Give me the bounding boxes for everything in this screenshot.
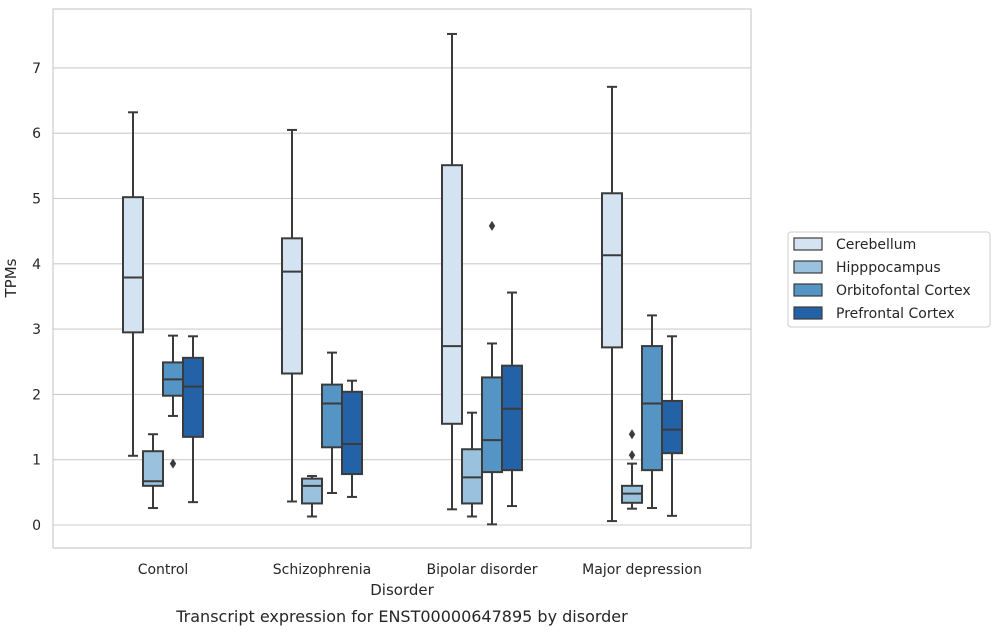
y-tick-label: 0	[32, 518, 41, 534]
y-tick-label: 5	[32, 192, 41, 208]
box-orbitofontal-cortex	[321, 351, 343, 495]
y-tick-label: 2	[32, 387, 41, 403]
outlier-marker	[628, 429, 636, 440]
legend-swatch	[793, 283, 823, 297]
category-group-control	[122, 111, 204, 510]
x-tick-label: Control	[138, 562, 189, 578]
outlier-marker	[169, 458, 177, 469]
x-tick-labels: Control Schizophrenia Bipolar disorder Majo…	[138, 562, 702, 578]
iqr-box	[501, 364, 523, 472]
iqr-box	[661, 399, 683, 455]
outlier-marker	[628, 450, 636, 461]
iqr-box	[281, 237, 303, 375]
iqr-box	[321, 383, 343, 449]
y-tick-label: 1	[32, 453, 41, 469]
box-hipppocampus	[142, 433, 164, 510]
x-tick-label: Schizophrenia	[273, 562, 371, 578]
x-tick-label: Bipolar disorder	[426, 562, 537, 578]
legend-entry-label: Hipppocampus	[836, 260, 941, 276]
category-group-major-depression	[601, 85, 683, 523]
category-group-bipolar-disorder	[441, 32, 523, 526]
y-tick-label: 4	[32, 257, 41, 273]
box-orbitofontal-cortex	[162, 334, 184, 469]
x-axis-label: Disorder	[370, 581, 434, 599]
chart-title: Transcript expression for ENST0000064789…	[175, 607, 628, 626]
legend-entry-label: Prefrontal Cortex	[836, 306, 955, 322]
box-groups	[122, 32, 683, 526]
y-axis-label: TPMs	[2, 258, 20, 298]
legend-swatch	[793, 306, 823, 320]
box-cerebellum	[441, 32, 463, 511]
x-tick-label: Major depression	[582, 562, 702, 578]
box-orbitofontal-cortex	[641, 314, 663, 510]
legend-swatch	[793, 260, 823, 274]
iqr-box	[341, 390, 363, 476]
box-hipppocampus	[301, 475, 323, 518]
legend-entry-label: Cerebellum	[836, 237, 916, 253]
y-tick-label: 3	[32, 322, 41, 338]
y-tick-label: 6	[32, 126, 41, 142]
iqr-box	[481, 376, 503, 474]
box-hipppocampus	[461, 411, 483, 518]
box-orbitofontal-cortex	[481, 220, 503, 526]
box-prefrontal-cortex	[501, 291, 523, 508]
plot-frame	[52, 8, 752, 549]
box-prefrontal-cortex	[182, 335, 204, 504]
outlier-marker	[488, 220, 496, 231]
legend-frame	[787, 231, 991, 328]
box-cerebellum	[281, 128, 303, 503]
iqr-box	[142, 450, 164, 487]
y-tick-labels: 0 1 2 3 4 5 6 7	[32, 61, 41, 534]
iqr-box	[641, 345, 663, 472]
category-group-schizophrenia	[281, 128, 363, 518]
box-prefrontal-cortex	[661, 335, 683, 517]
legend-swatch	[793, 237, 823, 251]
box-prefrontal-cortex	[341, 379, 363, 498]
iqr-box	[441, 164, 463, 425]
iqr-box	[182, 356, 204, 438]
iqr-box	[122, 196, 144, 334]
y-tick-label: 7	[32, 61, 41, 77]
iqr-box	[301, 477, 323, 505]
box-cerebellum	[122, 111, 144, 457]
box-cerebellum	[601, 85, 623, 523]
legend-entry-label: Orbitofontal Cortex	[836, 283, 971, 299]
iqr-box	[601, 192, 623, 349]
box-hipppocampus	[621, 429, 643, 510]
legend: Cerebellum Hipppocampus Orbitofontal Corte…	[787, 231, 991, 328]
